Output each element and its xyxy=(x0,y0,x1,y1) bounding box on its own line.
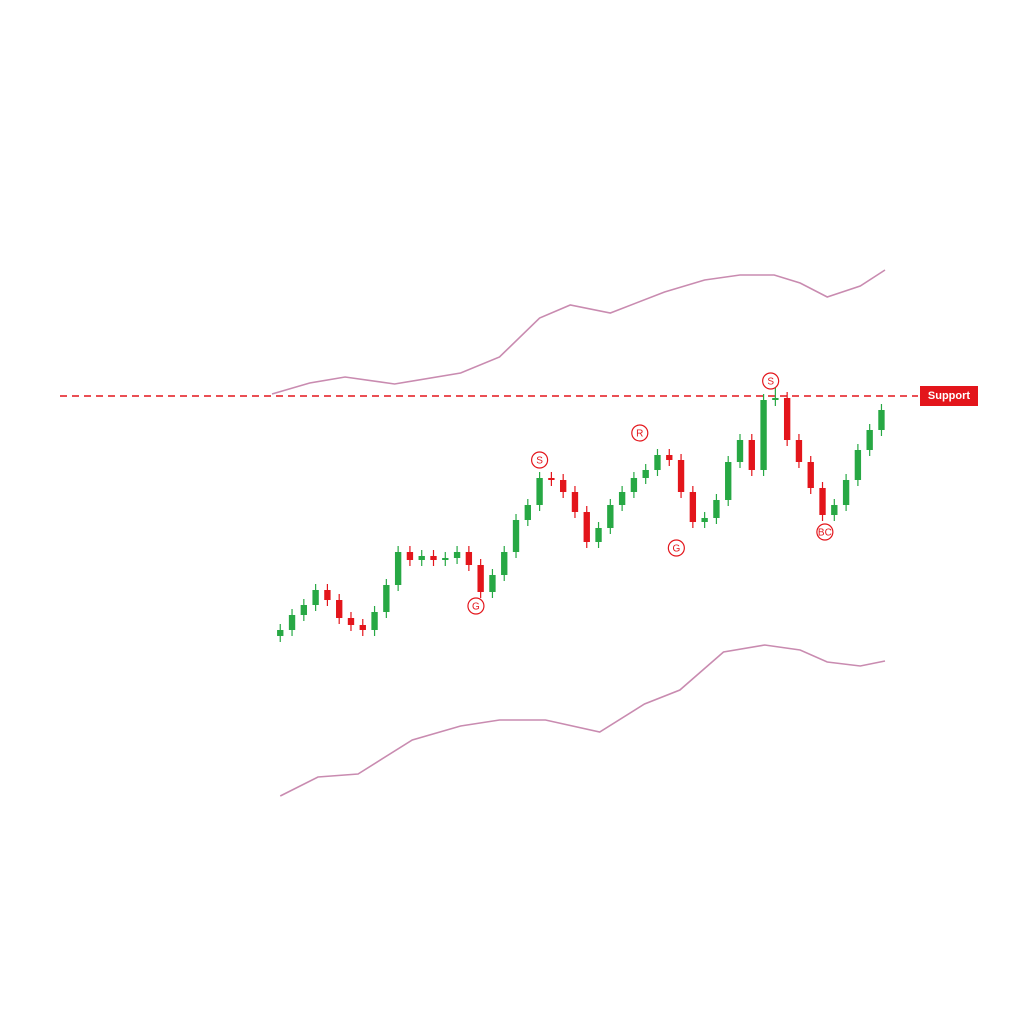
candle-body xyxy=(559,480,567,492)
candle-body xyxy=(453,552,461,558)
annotation-circle xyxy=(762,372,780,390)
candle-body xyxy=(430,556,437,560)
annotation-circle xyxy=(467,597,485,615)
candle-body xyxy=(277,630,284,636)
annotation-label: G xyxy=(472,602,480,613)
candle-body xyxy=(713,500,720,518)
candle-body xyxy=(607,505,614,528)
annotation-label: S xyxy=(767,377,774,388)
annotation-circle xyxy=(631,424,649,442)
support-label: Support xyxy=(928,390,970,402)
candle-body xyxy=(595,528,602,542)
candle-body xyxy=(536,478,543,505)
candle-body xyxy=(630,478,638,492)
candle-body xyxy=(406,552,414,560)
annotation-circle xyxy=(816,523,834,541)
annotation-circle xyxy=(530,451,549,469)
candle-body xyxy=(477,565,484,592)
candle-body xyxy=(854,450,862,480)
candle-body xyxy=(548,478,555,480)
candle-body xyxy=(772,398,779,400)
annotation-label: G xyxy=(672,544,680,555)
candle-body xyxy=(760,400,767,470)
candle-body xyxy=(819,488,826,515)
candle-body xyxy=(524,505,531,520)
candle-body xyxy=(618,492,626,505)
annotation-label: S xyxy=(536,456,543,467)
candle-body xyxy=(418,556,425,560)
candle-body xyxy=(842,480,850,505)
candle-body xyxy=(512,520,520,552)
candle-body xyxy=(878,410,885,430)
candle-body xyxy=(583,512,590,542)
candle-body xyxy=(489,575,496,592)
candle-body xyxy=(807,462,814,488)
annotation-label: BC xyxy=(818,528,832,539)
candle-body xyxy=(347,618,355,625)
candle-body xyxy=(736,440,744,462)
candle-body xyxy=(300,605,308,615)
candle-body xyxy=(642,470,649,478)
candle-body xyxy=(866,430,873,450)
candle-body xyxy=(324,590,331,600)
candle-body xyxy=(501,552,508,575)
candle-body xyxy=(831,505,838,515)
candle-body xyxy=(701,518,708,522)
band-line xyxy=(271,269,886,395)
candle-body xyxy=(371,612,378,630)
candle-body xyxy=(795,440,803,462)
annotation-label: R xyxy=(636,429,643,440)
candle-body xyxy=(312,590,319,605)
candle-body xyxy=(288,615,296,630)
band-line xyxy=(279,644,886,797)
candle-body xyxy=(666,455,673,460)
candle-body xyxy=(571,492,579,512)
candle-body xyxy=(383,585,390,612)
candle-body xyxy=(359,625,366,630)
candle-body xyxy=(748,440,755,470)
support-label-box xyxy=(920,386,978,406)
candle-body xyxy=(677,460,685,492)
candle-body xyxy=(725,462,732,500)
candle-body xyxy=(394,552,402,585)
candle-body xyxy=(465,552,473,565)
candle-body xyxy=(783,398,791,440)
candle-body xyxy=(654,455,661,470)
candle-body xyxy=(336,600,343,618)
annotation-circle xyxy=(667,539,685,557)
candle-body xyxy=(689,492,697,522)
candle-body xyxy=(442,558,449,560)
